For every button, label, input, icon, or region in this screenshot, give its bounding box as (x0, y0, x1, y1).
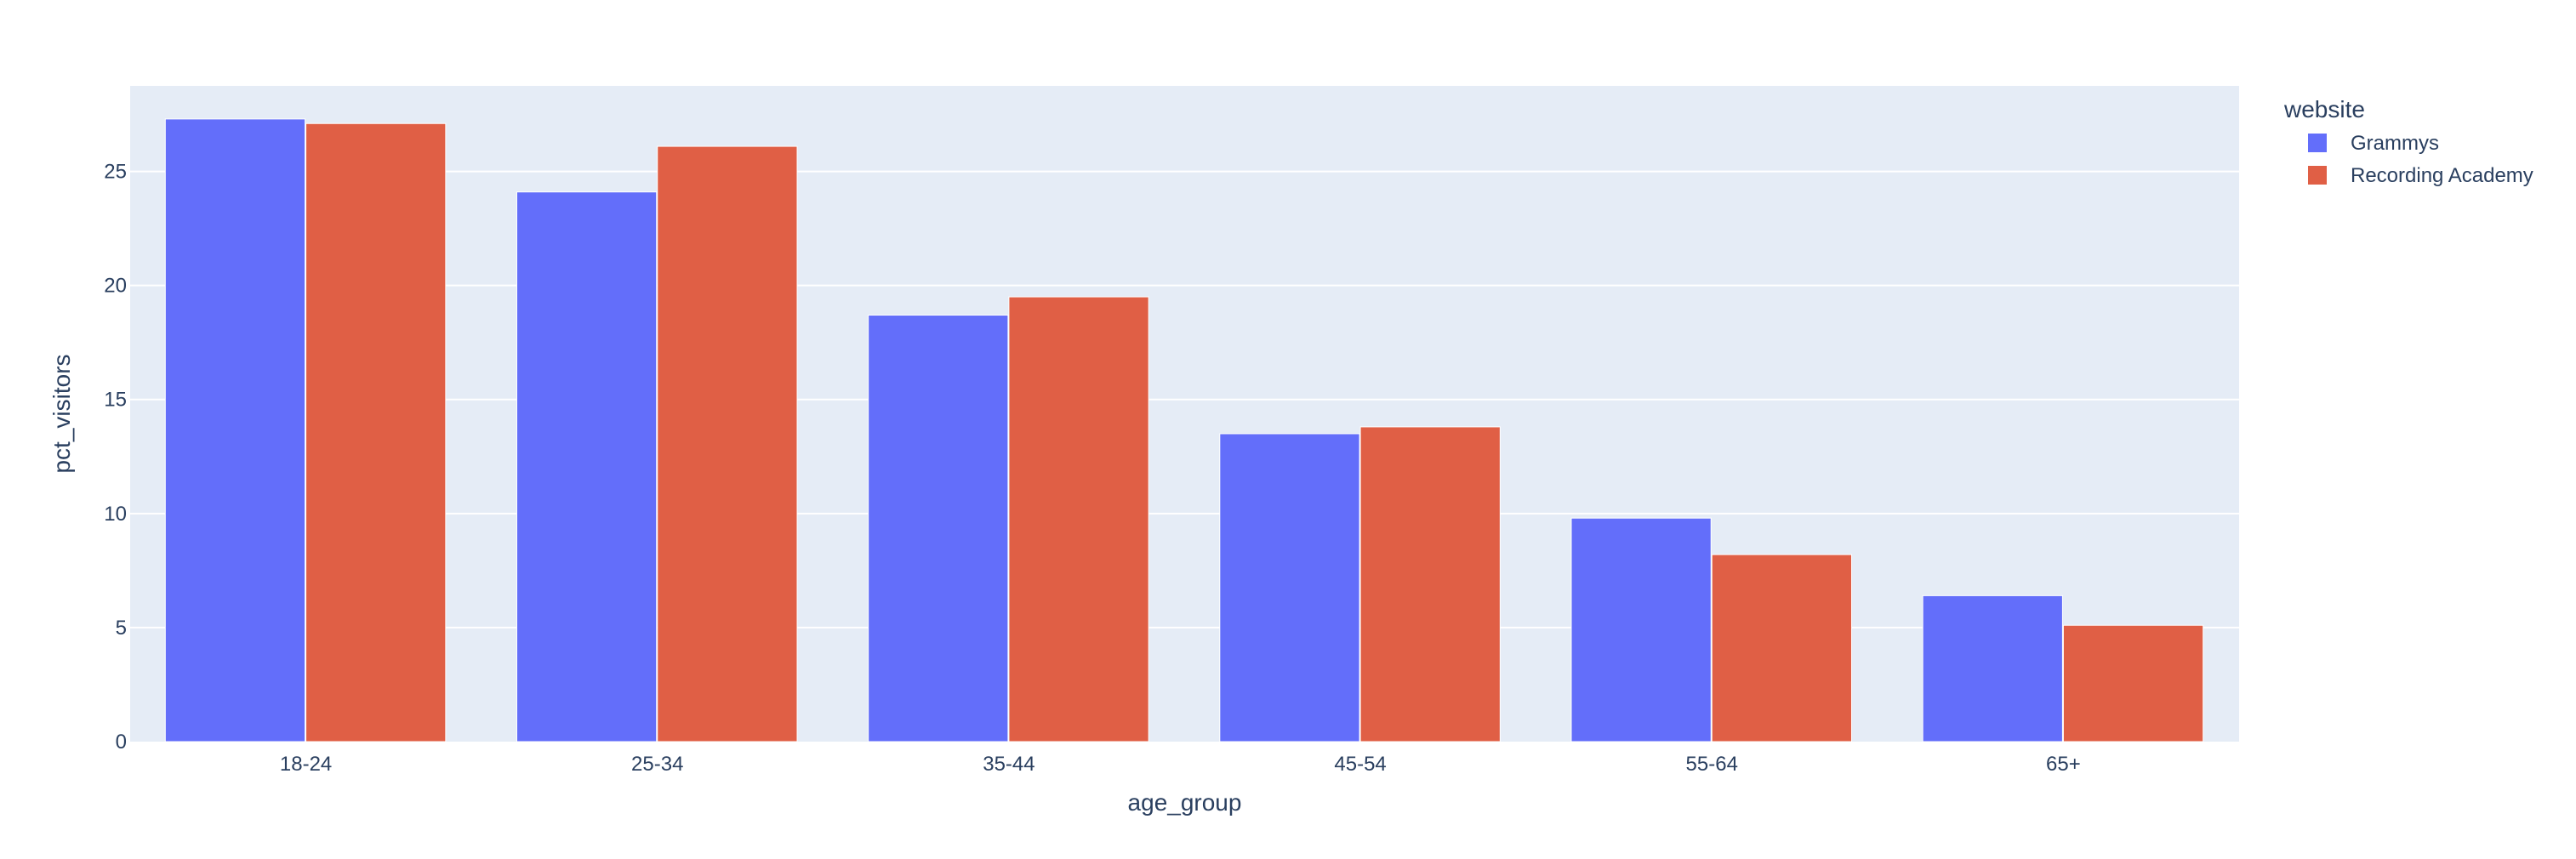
bar-grammys-18-24[interactable] (164, 118, 306, 742)
legend-items: Grammys Recording Academy (2308, 132, 2533, 187)
y-axis-ticks: 0 5 10 15 20 25 (104, 161, 127, 754)
legend-label[interactable]: Recording Academy (2351, 164, 2533, 187)
y-tick-label: 0 (116, 731, 127, 754)
bar-recording-academy-35-44[interactable] (1008, 296, 1149, 742)
bar-grammys-35-44[interactable] (868, 315, 1009, 742)
legend-swatch (2308, 166, 2327, 185)
x-tick-label: 65+ (2046, 753, 2081, 776)
bar-recording-academy-65+[interactable] (2062, 624, 2204, 742)
bar-recording-academy-55-64[interactable] (1711, 554, 1853, 742)
legend-label[interactable]: Grammys (2351, 132, 2439, 155)
x-axis-ticks: 18-24 25-34 35-44 45-54 55-64 65+ (280, 753, 2081, 776)
y-tick-label: 5 (116, 617, 127, 640)
y-tick-label: 25 (104, 161, 127, 184)
x-tick-label: 45-54 (1334, 753, 1386, 776)
bar-grammys-65+[interactable] (1922, 594, 2063, 742)
x-tick-label: 18-24 (280, 753, 332, 776)
legend: website Grammys Recording Academy (2283, 96, 2533, 187)
y-axis-title: pct_visitors (48, 354, 75, 473)
x-tick-label: 25-34 (631, 753, 683, 776)
bar-recording-academy-25-34[interactable] (657, 145, 798, 742)
bar-grammys-45-54[interactable] (1219, 433, 1360, 742)
x-tick-label: 55-64 (1686, 753, 1738, 776)
bar-recording-academy-18-24[interactable] (305, 122, 447, 742)
x-tick-label: 35-44 (983, 753, 1034, 776)
plot-background (130, 86, 2239, 742)
bars (164, 118, 2204, 742)
bar-grammys-25-34[interactable] (516, 191, 658, 742)
y-tick-label: 15 (104, 389, 127, 412)
legend-swatch (2308, 134, 2327, 152)
legend-title: website (2283, 96, 2365, 122)
y-tick-label: 20 (104, 275, 127, 298)
y-tick-label: 10 (104, 503, 127, 526)
bar-recording-academy-45-54[interactable] (1359, 426, 1501, 742)
bar-grammys-55-64[interactable] (1570, 517, 1712, 742)
gridlines (130, 170, 2239, 629)
x-axis-title: age_group (1128, 789, 1242, 816)
